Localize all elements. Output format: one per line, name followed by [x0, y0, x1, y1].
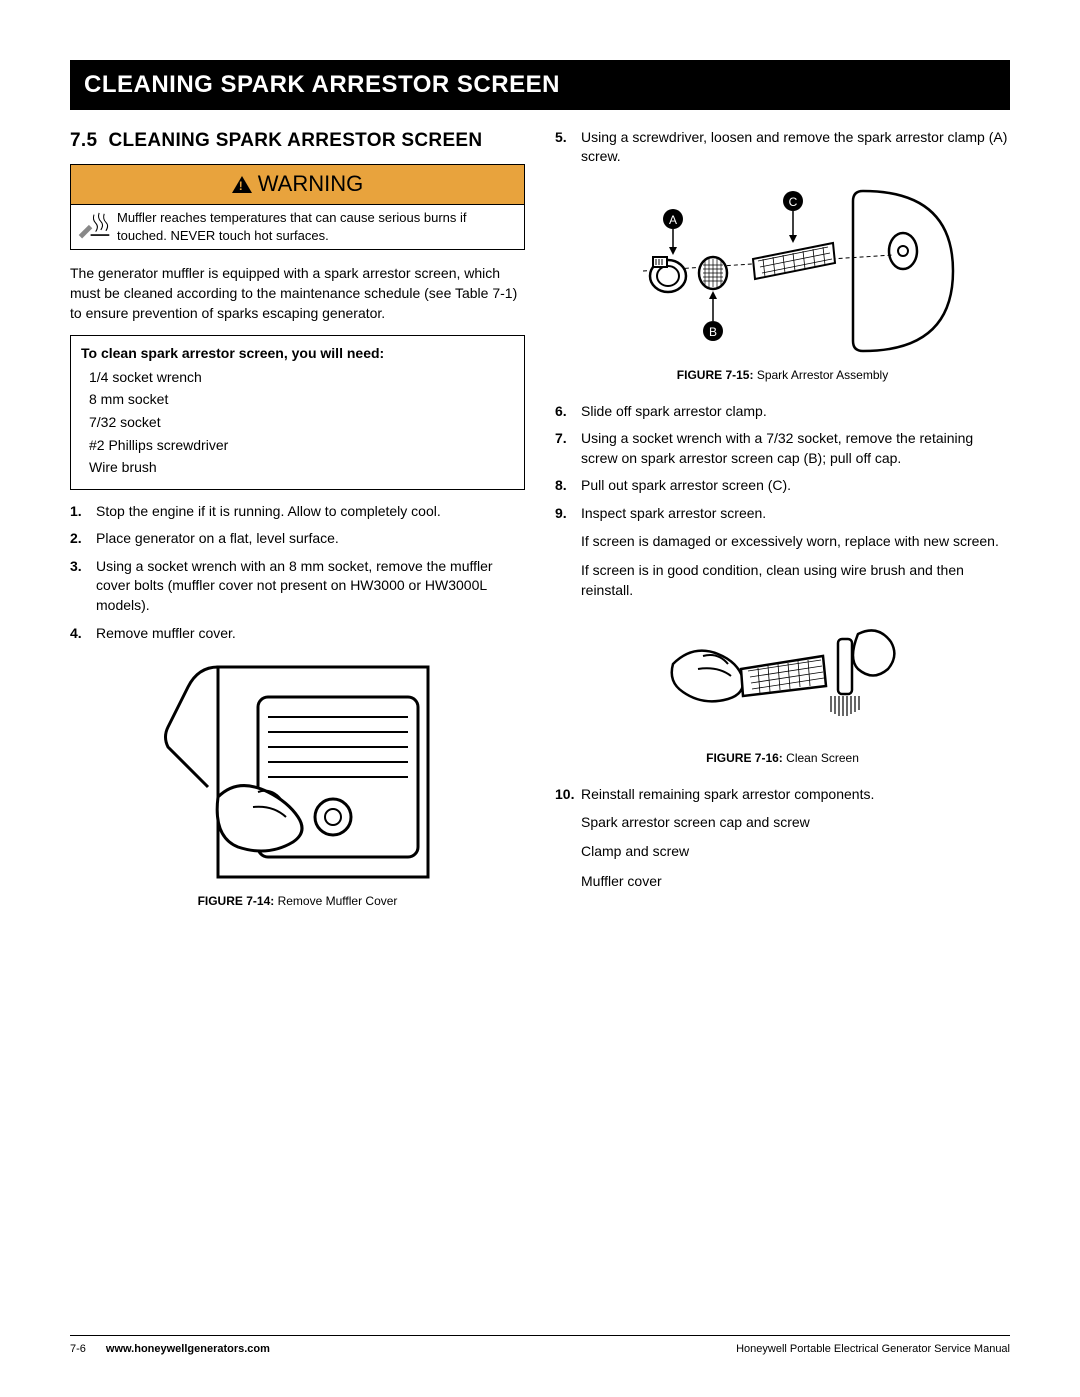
step: Slide off spark arrestor clamp. — [555, 402, 1010, 422]
figure-caption-text: Spark Arrestor Assembly — [757, 368, 888, 382]
step-text: Using a screwdriver, loosen and remove t… — [581, 128, 1010, 167]
step: Using a screwdriver, loosen and remove t… — [555, 128, 1010, 167]
callout-b: B — [708, 325, 716, 339]
content-columns: 7.5 CLEANING SPARK ARRESTOR SCREEN WARNI… — [70, 128, 1010, 928]
figure-label: FIGURE 7-14: — [198, 894, 275, 908]
figure-7-14: FIGURE 7-14: Remove Muffler Cover — [70, 657, 525, 910]
step: Using a socket wrench with a 7/32 socket… — [555, 429, 1010, 468]
warning-header: WARNING — [71, 165, 524, 205]
step-text: Using a socket wrench with a 7/32 socket… — [581, 429, 1010, 468]
tools-item: 1/4 socket wrench — [89, 368, 514, 388]
figure-label: FIGURE 7-15: — [677, 368, 754, 382]
clean-screen-illustration — [663, 614, 903, 744]
steps-list-right-b: Slide off spark arrestor clamp. Using a … — [555, 402, 1010, 524]
figure-caption: FIGURE 7-15: Spark Arrestor Assembly — [555, 367, 1010, 384]
spark-arrestor-assembly-illustration: A C B — [603, 181, 963, 361]
section-title: CLEANING SPARK ARRESTOR SCREEN — [109, 130, 483, 151]
step: Reinstall remaining spark arrestor compo… — [555, 785, 1010, 805]
steps-list-right-a: Using a screwdriver, loosen and remove t… — [555, 128, 1010, 167]
inspection-note: If screen is in good condition, clean us… — [581, 561, 1010, 600]
right-column: Using a screwdriver, loosen and remove t… — [555, 128, 1010, 928]
left-column: 7.5 CLEANING SPARK ARRESTOR SCREEN WARNI… — [70, 128, 525, 928]
figure-7-16: FIGURE 7-16: Clean Screen — [555, 614, 1010, 767]
warning-body: Muffler reaches temperatures that can ca… — [71, 205, 524, 249]
tools-item: #2 Phillips screwdriver — [89, 436, 514, 456]
step-text: Using a socket wrench with an 8 mm socke… — [96, 557, 525, 616]
steps-list-left: Stop the engine if it is running. Allow … — [70, 502, 525, 644]
tools-item: Wire brush — [89, 458, 514, 478]
step-text: Remove muffler cover. — [96, 624, 236, 644]
page-footer: 7-6 www.honeywellgenerators.com Honeywel… — [70, 1335, 1010, 1357]
step: Pull out spark arrestor screen (C). — [555, 476, 1010, 496]
tools-box: To clean spark arrestor screen, you will… — [70, 335, 525, 490]
step: Using a socket wrench with an 8 mm socke… — [70, 557, 525, 616]
inspection-note: If screen is damaged or excessively worn… — [581, 532, 1010, 552]
callout-a: A — [668, 213, 676, 227]
figure-caption: FIGURE 7-16: Clean Screen — [555, 750, 1010, 767]
steps-list-right-c: Reinstall remaining spark arrestor compo… — [555, 785, 1010, 805]
step-text: Slide off spark arrestor clamp. — [581, 402, 767, 422]
figure-7-15: A C B FIGURE 7-15: Spark Arrestor Assemb… — [555, 181, 1010, 384]
figure-caption-text: Remove Muffler Cover — [278, 894, 398, 908]
step-text: Reinstall remaining spark arrestor compo… — [581, 785, 874, 805]
callout-c: C — [788, 195, 797, 209]
step: Stop the engine if it is running. Allow … — [70, 502, 525, 522]
tools-item: 8 mm socket — [89, 390, 514, 410]
section-number: 7.5 — [70, 130, 97, 151]
step-text: Inspect spark arrestor screen. — [581, 504, 766, 524]
warning-triangle-icon — [232, 176, 252, 193]
tools-item: 7/32 socket — [89, 413, 514, 433]
step: Place generator on a flat, level surface… — [70, 529, 525, 549]
page-number: 7-6 — [70, 1342, 86, 1357]
figure-caption: FIGURE 7-14: Remove Muffler Cover — [70, 893, 525, 910]
warning-box: WARNING Muffler reaches temperatures tha… — [70, 164, 525, 250]
figure-caption-text: Clean Screen — [786, 751, 859, 765]
intro-paragraph: The generator muffler is equipped with a… — [70, 264, 525, 323]
figure-label: FIGURE 7-16: — [706, 751, 783, 765]
step-text: Stop the engine if it is running. Allow … — [96, 502, 441, 522]
step-text: Place generator on a flat, level surface… — [96, 529, 339, 549]
reinstall-item: Muffler cover — [581, 872, 1010, 892]
footer-url: www.honeywellgenerators.com — [106, 1342, 270, 1357]
warning-label: WARNING — [258, 169, 364, 200]
step: Inspect spark arrestor screen. — [555, 504, 1010, 524]
reinstall-item: Clamp and screw — [581, 842, 1010, 862]
step-text: Pull out spark arrestor screen (C). — [581, 476, 791, 496]
tools-title: To clean spark arrestor screen, you will… — [81, 344, 514, 364]
hot-surface-icon — [77, 209, 111, 239]
page-header: CLEANING SPARK ARRESTOR SCREEN — [70, 60, 1010, 110]
muffler-cover-illustration — [158, 657, 438, 887]
warning-text: Muffler reaches temperatures that can ca… — [117, 209, 518, 245]
step: Remove muffler cover. — [70, 624, 525, 644]
section-heading: 7.5 CLEANING SPARK ARRESTOR SCREEN — [70, 128, 525, 155]
footer-manual-title: Honeywell Portable Electrical Generator … — [736, 1342, 1010, 1357]
reinstall-item: Spark arrestor screen cap and screw — [581, 813, 1010, 833]
